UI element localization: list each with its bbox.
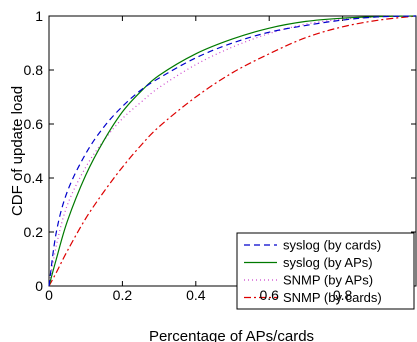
legend-box [236, 232, 415, 310]
series-line [48, 15, 417, 287]
series-line [48, 15, 417, 287]
legend-label: syslog (by cards) [283, 238, 381, 253]
x-tick-label: 0.8 [333, 287, 353, 303]
legend-label: syslog (by APs) [283, 255, 373, 270]
y-tick-label: 0.6 [24, 116, 44, 132]
series-line [48, 15, 417, 287]
y-tick-label: 0.4 [24, 170, 44, 186]
y-tick-label: 0 [35, 278, 43, 294]
plot-area: syslog (by cards) syslog (by APs) SNMP (by… [48, 15, 417, 310]
x-axis-label: Percentage of APs/cards [149, 328, 314, 342]
legend-label: SNMP (by APs) [283, 273, 373, 288]
x-tick-label: 0.4 [186, 287, 206, 303]
y-tick-label: 0.8 [24, 62, 44, 78]
x-tick-label: 0.2 [113, 287, 133, 303]
legend-label: SNMP (by cards) [283, 290, 382, 305]
legend: syslog (by cards) syslog (by APs) SNMP (by… [236, 232, 415, 310]
x-tick-label: 0 [45, 287, 53, 303]
y-tick-label: 1 [35, 8, 43, 24]
y-axis-label: CDF of update load [9, 86, 26, 216]
series-lines [48, 15, 417, 287]
y-tick-label: 0.2 [24, 224, 44, 240]
x-tick-label: 0.6 [259, 287, 279, 303]
tick-labels: 0 0.2 0.4 0.6 0.8 0 0.2 0.4 0.6 0.8 1 [24, 8, 353, 303]
